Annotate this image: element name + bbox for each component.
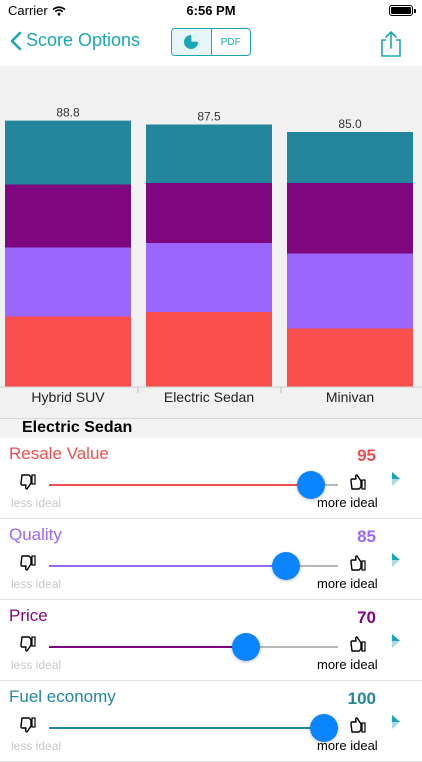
bar-segment <box>146 183 272 243</box>
criterion-slider[interactable] <box>49 552 338 580</box>
disclosure-chevron-icon[interactable] <box>390 552 402 573</box>
thumbs-up-icon <box>350 554 366 577</box>
slider-knob[interactable] <box>272 552 300 580</box>
section-title: Electric Sedan <box>22 419 133 436</box>
criterion-label: Fuel economy <box>9 687 116 706</box>
less-ideal-label: less ideal <box>11 496 62 510</box>
bar-total-label: 85.0 <box>338 117 362 131</box>
criterion-slider[interactable] <box>49 714 338 742</box>
navigation-bar: Score Options PDF <box>0 22 422 66</box>
criteria-list: Resale Value 95 less ideal more ideal Qualit… <box>0 438 422 762</box>
view-segmented-control: PDF <box>171 28 251 56</box>
bar-segment <box>5 184 131 248</box>
less-ideal-label: less ideal <box>11 739 62 753</box>
carrier: Carrier <box>8 3 66 18</box>
share-icon <box>381 31 401 57</box>
carrier-label: Carrier <box>8 3 48 18</box>
status-bar: Carrier 6:56 PM <box>0 0 422 22</box>
thumbs-down-icon <box>20 473 36 496</box>
category-label: Minivan <box>326 389 374 405</box>
criterion-value: 100 <box>347 689 376 708</box>
slider-fill <box>49 484 311 486</box>
criterion-value: 85 <box>357 527 376 546</box>
thumbs-up-icon <box>350 473 366 496</box>
bar-segment <box>146 243 272 312</box>
slider-fill <box>49 565 286 567</box>
more-ideal-label: more ideal <box>317 495 378 510</box>
more-ideal-label: more ideal <box>317 576 378 591</box>
score-chart: 88.8 Hybrid SUV 87.5 Electric Sedan 85.0 Mini… <box>0 66 422 418</box>
pie-chart-icon <box>184 35 199 49</box>
thumbs-up-icon <box>350 635 366 658</box>
bar-segment <box>146 312 272 387</box>
bar-segment <box>5 120 131 185</box>
more-ideal-label: more ideal <box>317 738 378 753</box>
thumbs-down-icon <box>20 554 36 577</box>
disclosure-chevron-icon[interactable] <box>390 633 402 654</box>
slider-fill <box>49 727 324 729</box>
criterion-slider[interactable] <box>49 633 338 661</box>
slider-knob[interactable] <box>297 471 325 499</box>
bar-segment <box>287 328 413 387</box>
criterion-value: 95 <box>357 446 376 465</box>
bar-segment <box>146 124 272 183</box>
slider-fill <box>49 646 246 648</box>
criterion-label: Resale Value <box>9 444 109 463</box>
slider-knob[interactable] <box>232 633 260 661</box>
category-label: Electric Sedan <box>164 389 254 405</box>
bar-segment <box>287 253 413 329</box>
share-button[interactable] <box>380 30 402 63</box>
criterion-row: Price 70 less ideal more ideal <box>0 600 422 681</box>
battery-icon <box>389 5 416 16</box>
thumbs-down-icon <box>20 635 36 658</box>
section-header: Electric Sedan <box>0 418 422 438</box>
slider-knob[interactable] <box>310 714 338 742</box>
bar-segment <box>5 247 131 317</box>
less-ideal-label: less ideal <box>11 577 62 591</box>
criterion-slider[interactable] <box>49 471 338 499</box>
thumbs-down-icon <box>20 716 36 739</box>
chevron-left-icon <box>10 31 22 50</box>
criterion-label: Price <box>9 606 48 625</box>
back-button[interactable]: Score Options <box>10 30 140 51</box>
criterion-row: Resale Value 95 less ideal more ideal <box>0 438 422 519</box>
more-ideal-label: more ideal <box>317 657 378 672</box>
less-ideal-label: less ideal <box>11 658 62 672</box>
bar-segment <box>5 316 131 387</box>
disclosure-chevron-icon[interactable] <box>390 714 402 735</box>
criterion-label: Quality <box>9 525 62 544</box>
criterion-row: Quality 85 less ideal more ideal <box>0 519 422 600</box>
bar-segment <box>287 183 413 254</box>
segment-chart[interactable] <box>172 29 211 55</box>
thumbs-up-icon <box>350 716 366 739</box>
wifi-icon <box>52 5 66 16</box>
segment-pdf[interactable]: PDF <box>210 29 251 55</box>
disclosure-chevron-icon[interactable] <box>390 471 402 492</box>
category-label: Hybrid SUV <box>31 389 105 405</box>
criterion-value: 70 <box>357 608 376 627</box>
clock: 6:56 PM <box>186 3 236 18</box>
bar-total-label: 88.8 <box>56 106 80 120</box>
bar-total-label: 87.5 <box>197 110 221 124</box>
back-label: Score Options <box>26 30 141 50</box>
bar-segment <box>287 132 413 183</box>
stacked-bar-chart: 88.8 Hybrid SUV 87.5 Electric Sedan 85.0 Mini… <box>0 106 422 405</box>
